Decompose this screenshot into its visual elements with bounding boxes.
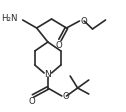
- Text: O: O: [63, 92, 69, 100]
- Text: H₂N: H₂N: [2, 14, 18, 23]
- Text: N: N: [44, 70, 51, 79]
- Text: O: O: [56, 41, 62, 50]
- Text: O: O: [29, 97, 35, 106]
- Text: O: O: [80, 16, 87, 26]
